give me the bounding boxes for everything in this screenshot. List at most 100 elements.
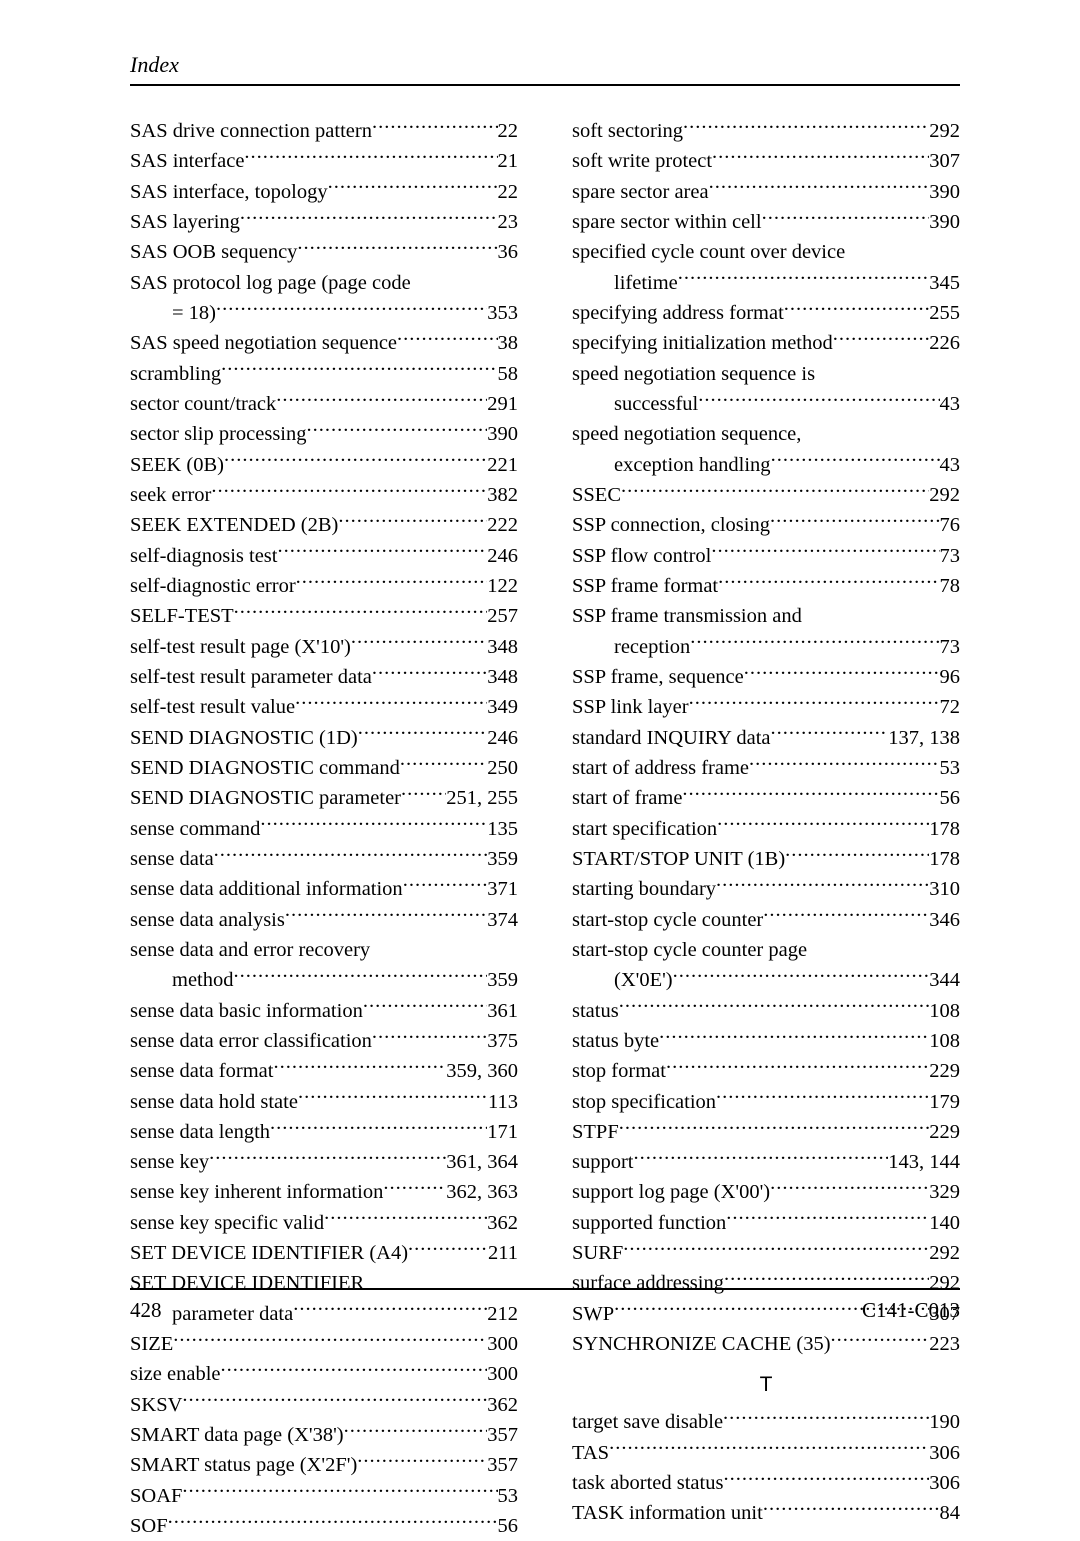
index-page: 292 [929,480,960,510]
index-entry: self-diagnosis test 246 [130,541,518,571]
index-entry: self-test result value349 [130,692,518,722]
leader-dots [619,1117,930,1138]
index-term: SAS drive connection pattern [130,116,372,146]
index-term: supported function [572,1208,726,1238]
index-term: sense data hold state [130,1087,298,1117]
index-term: SELF-TEST [130,601,234,631]
index-entry: sense data length171 [130,1117,518,1147]
index-term: size enable [130,1359,221,1389]
index-entry: SKSV362 [130,1390,518,1420]
index-entry: target save disable 190 [572,1407,960,1437]
index-entry: SMART data page (X'38') 357 [130,1420,518,1450]
index-term: self-test result parameter data [130,662,372,692]
index-entry: scrambling 58 [130,359,518,389]
index-entry: speed negotiation sequence, [572,419,960,449]
index-entry: successful 43 [572,389,960,419]
index-term: SSP connection, closing [572,510,770,540]
leader-dots [338,511,487,532]
leader-dots [408,1239,488,1260]
index-term: start-stop cycle counter [572,905,763,935]
index-term: SOAF [130,1481,182,1511]
index-entry: SAS interface, topology 22 [130,177,518,207]
index-term: SURF [572,1238,623,1268]
leader-dots [717,814,929,835]
leader-dots [749,753,939,774]
index-entry: sense data359 [130,844,518,874]
index-term: start specification [572,814,717,844]
index-page: 357 [487,1420,518,1450]
index-page: 190 [929,1407,960,1437]
index-term: standard INQUIRY data [572,723,771,753]
index-entry: SEND DIAGNOSTIC (1D)246 [130,723,518,753]
index-term: sense data and error recovery [130,935,370,965]
index-term: SMART status page (X'2F') [130,1450,357,1480]
index-page: 43 [940,450,961,480]
index-entry: SMART status page (X'2F') 357 [130,1450,518,1480]
leader-dots [634,1148,889,1169]
index-entry: sense data and error recovery [130,935,518,965]
index-term: sense data error classification [130,1026,372,1056]
leader-dots [724,1269,929,1290]
index-page: 122 [487,571,518,601]
index-entry: seek error 382 [130,480,518,510]
index-term: STPF [572,1117,619,1147]
index-page: 300 [487,1359,518,1389]
index-term: spare sector area [572,177,709,207]
index-term: successful [572,389,698,419]
index-term: SEEK (0B) [130,450,224,480]
index-entry: SEEK EXTENDED (2B) 222 [130,510,518,540]
leader-dots [260,814,487,835]
index-page: 348 [487,662,518,692]
index-page: 390 [929,177,960,207]
index-page: 72 [940,692,961,722]
leader-dots [763,905,929,926]
index-page: 135 [487,814,518,844]
index-entry: method359 [130,965,518,995]
index-term: SAS speed negotiation sequence [130,328,397,358]
leader-dots [351,632,487,653]
index-page: 348 [487,632,518,662]
leader-dots [358,723,487,744]
index-page: 300 [487,1329,518,1359]
leader-dots [744,662,940,683]
index-page: 361, 364 [446,1147,518,1177]
index-page: 375 [487,1026,518,1056]
index-entry: start of address frame 53 [572,753,960,783]
index-page: 229 [929,1056,960,1086]
index-entry: specified cycle count over device [572,237,960,267]
index-entry: status 108 [572,996,960,1026]
index-entry: START/STOP UNIT (1B) 178 [572,844,960,874]
leader-dots [328,177,498,198]
index-page: 246 [487,723,518,753]
index-term: speed negotiation sequence, [572,419,801,449]
index-page: 38 [498,328,519,358]
index-columns: SAS drive connection pattern22SAS interf… [130,116,960,1541]
index-page: 382 [487,480,518,510]
index-term: self-diagnostic error [130,571,296,601]
index-term: start-stop cycle counter page [572,935,807,965]
index-page: 306 [929,1468,960,1498]
index-entry: stop format 229 [572,1056,960,1086]
page-number: 428 [130,1298,162,1323]
leader-dots [295,693,487,714]
index-entry: sense key specific valid 362 [130,1208,518,1238]
leader-dots [397,329,497,350]
leader-dots [383,1178,446,1199]
index-entry: lifetime 345 [572,268,960,298]
index-entry: sense data analysis374 [130,905,518,935]
index-page: 361 [487,996,518,1026]
leader-dots [723,1408,929,1429]
index-term: SYNCHRONIZE CACHE (35) [572,1329,831,1359]
index-page: 292 [929,1238,960,1268]
leader-dots [403,875,488,896]
leader-dots [673,966,930,987]
index-term: sense key [130,1147,209,1177]
leader-dots [771,450,940,471]
index-page: 307 [929,146,960,176]
index-entry: self-test result parameter data 348 [130,662,518,692]
leader-dots [833,329,930,350]
index-entry: SOF56 [130,1511,518,1541]
index-page: 371 [487,874,518,904]
index-entry: STPF 229 [572,1117,960,1147]
leader-dots [771,723,889,744]
